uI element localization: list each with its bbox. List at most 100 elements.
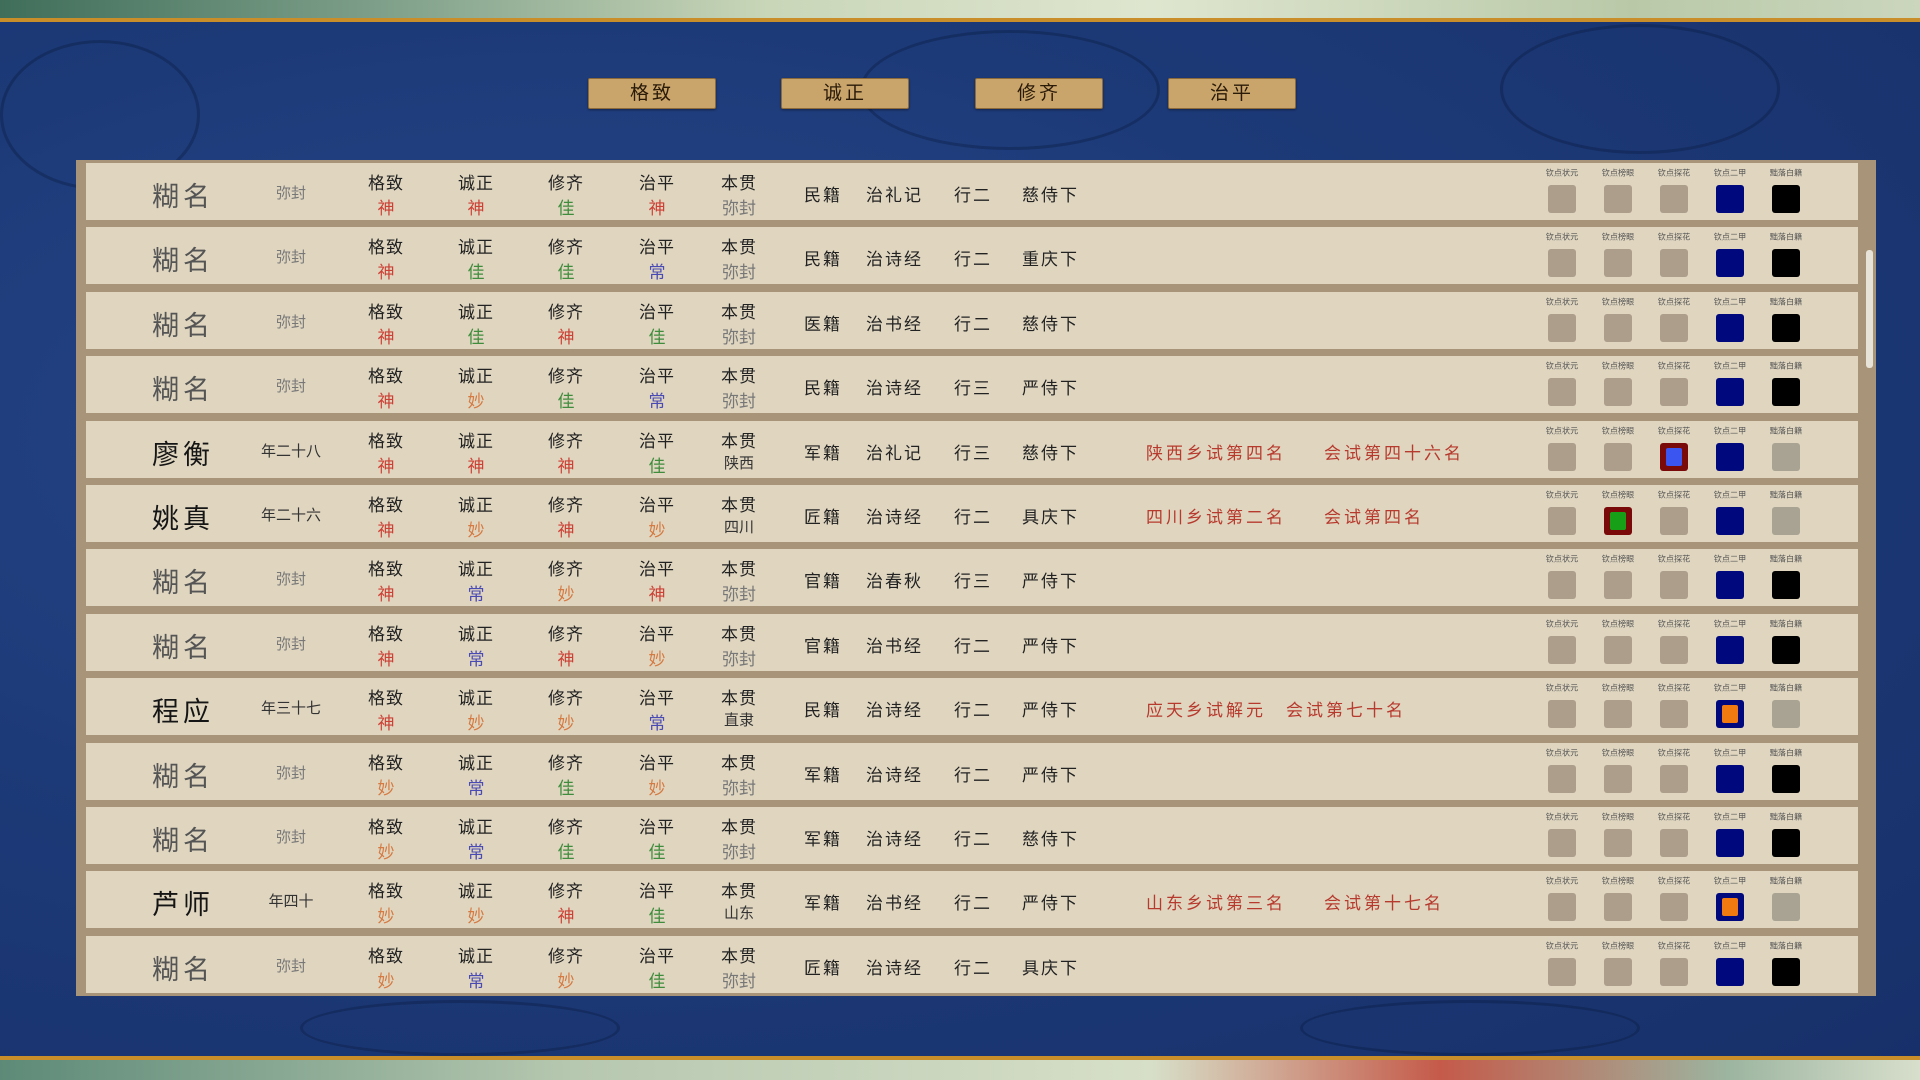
tab-zhiping[interactable]: 治平	[1168, 78, 1296, 109]
rank-label: 钦点二甲	[1713, 555, 1747, 565]
candidate-row[interactable]: 芦师 年四十 格致妙 诚正妙 修齐神 治平佳 本贯 山东 军籍 治书经 行二 严侍下 山东乡试第三名 会试…	[86, 871, 1858, 929]
rank-select-button[interactable]	[1604, 249, 1632, 278]
rank-label: 钦点状元	[1545, 748, 1579, 758]
origin-value: 弥封	[722, 778, 756, 799]
rank-select-button[interactable]	[1716, 571, 1744, 600]
attr-grade-chengzheng: 佳	[467, 327, 485, 348]
rank-select-button[interactable]	[1604, 185, 1632, 213]
rank-label: 钦点榜眼	[1601, 555, 1635, 565]
rank-select-button[interactable]	[1548, 571, 1576, 600]
rank-select-button[interactable]	[1772, 829, 1800, 857]
rank-select-button[interactable]	[1772, 700, 1800, 729]
rank-select-button[interactable]	[1548, 442, 1576, 471]
rank-select-button[interactable]	[1716, 378, 1744, 407]
rank-select-button[interactable]	[1548, 700, 1576, 729]
rank-select-button[interactable]	[1548, 378, 1576, 407]
rank-select-button[interactable]	[1548, 313, 1576, 342]
candidate-row[interactable]: 糊名 弥封 格致妙诚正常修齐佳治平佳本贯 弥封 军籍 治诗经 行二 慈侍下 钦点状元 钦点榜眼 钦点…	[86, 807, 1858, 864]
rank-select-button[interactable]	[1660, 442, 1688, 471]
candidate-row[interactable]: 糊名 弥封 格致神诚正常修齐妙治平神本贯 弥封 官籍 治春秋 行三 严侍下 钦点状元 钦点榜眼 钦点…	[86, 549, 1858, 607]
rank-select-button[interactable]	[1772, 635, 1800, 664]
rank-select-button[interactable]	[1660, 185, 1688, 213]
rank-select-button[interactable]	[1660, 313, 1688, 342]
rank-select-button[interactable]	[1660, 893, 1688, 922]
rank-select-button[interactable]	[1716, 507, 1744, 535]
rank-select-button[interactable]	[1548, 185, 1576, 213]
rank-select-button[interactable]	[1660, 571, 1688, 600]
rank-select-button[interactable]	[1772, 185, 1800, 213]
rank-select-button[interactable]	[1604, 571, 1632, 600]
tab-gezhi[interactable]: 格致	[588, 78, 716, 109]
rank-select-button[interactable]	[1604, 957, 1632, 986]
rank-select-button[interactable]	[1716, 700, 1744, 729]
rank-label: 黜落白籍	[1769, 555, 1803, 565]
candidate-row[interactable]: 糊名 弥封 格致神诚正佳修齐神治平佳本贯 弥封 医籍 治书经 行二 慈侍下 钦点状元 钦点榜眼 钦点…	[86, 291, 1858, 349]
rank-select-button[interactable]	[1604, 313, 1632, 342]
rank-select-button[interactable]	[1772, 313, 1800, 342]
rank-select-button[interactable]	[1660, 249, 1688, 278]
bottom-gold-line	[0, 1056, 1920, 1060]
rank-select-button[interactable]	[1604, 442, 1632, 471]
rank-select-button[interactable]	[1772, 507, 1800, 535]
rank-select-button[interactable]	[1660, 700, 1688, 729]
rank-select-button[interactable]	[1716, 185, 1744, 213]
candidate-row[interactable]: 糊名 弥封 格致妙诚正常修齐佳治平妙本贯 弥封 军籍 治诗经 行二 严侍下 钦点状元 钦点榜眼 钦点…	[86, 742, 1858, 800]
rank-select-button[interactable]	[1772, 893, 1800, 922]
rank-select-button[interactable]	[1548, 635, 1576, 664]
rank-select-button[interactable]	[1772, 957, 1800, 986]
candidate-row[interactable]: 糊名 弥封 格致神诚正常修齐神治平妙本贯 弥封 官籍 治书经 行二 严侍下 钦点状元 钦点榜眼 钦点…	[86, 613, 1858, 671]
rank-label: 钦点探花	[1657, 877, 1691, 887]
rank-select-button[interactable]	[1604, 764, 1632, 793]
rank-select-button[interactable]	[1660, 957, 1688, 986]
rank-select-button[interactable]	[1716, 829, 1744, 857]
rank-select-button[interactable]	[1604, 893, 1632, 922]
rank-select-button[interactable]	[1716, 635, 1744, 664]
rank-select-button[interactable]	[1548, 829, 1576, 857]
rank-select-button[interactable]	[1660, 764, 1688, 793]
attr-grade-gezhi: 神	[377, 521, 395, 541]
rank-select-button[interactable]	[1772, 378, 1800, 407]
candidate-row[interactable]: 糊名 弥封 格致神诚正妙修齐佳治平常本贯 弥封 民籍 治诗经 行三 严侍下 钦点状元 钦点榜眼 钦点…	[86, 356, 1858, 414]
rank-select-button[interactable]	[1548, 507, 1576, 535]
rank-select-button[interactable]	[1548, 764, 1576, 793]
rank-select-button[interactable]	[1604, 378, 1632, 407]
rank-select-button[interactable]	[1716, 893, 1744, 922]
rank-select-button[interactable]	[1604, 829, 1632, 857]
household-registry: 民籍	[804, 186, 842, 206]
rank-select-button[interactable]	[1772, 442, 1800, 471]
rank-select-button[interactable]	[1772, 249, 1800, 278]
rank-select-button[interactable]	[1548, 249, 1576, 278]
rank-select-button[interactable]	[1604, 700, 1632, 729]
rank-select-button[interactable]	[1716, 249, 1744, 278]
attr-label-xiuqi: 修齐	[548, 238, 584, 259]
rank-select-button[interactable]	[1548, 957, 1576, 986]
attr-label-xiuqi: 修齐	[548, 753, 584, 774]
rank-select-button[interactable]	[1660, 635, 1688, 664]
tab-chengzheng[interactable]: 诚正	[781, 78, 909, 109]
candidate-row[interactable]: 糊名 弥封 格致神诚正佳修齐佳治平常本贯 弥封 民籍 治诗经 行二 重庆下 钦点状元 钦点榜眼 钦点…	[86, 227, 1858, 285]
rank-select-button[interactable]	[1604, 507, 1632, 535]
rank-select-button[interactable]	[1716, 957, 1744, 986]
attr-grade-chengzheng: 佳	[467, 263, 485, 284]
candidate-row[interactable]: 姚真 年二十六 格致神 诚正妙 修齐神 治平妙 本贯 四川 匠籍 治诗经 行二 具庆下 四川乡试第二名 会…	[86, 485, 1858, 542]
rank-select-button[interactable]	[1772, 764, 1800, 793]
rank-select-button[interactable]	[1716, 764, 1744, 793]
scrollbar[interactable]	[1866, 250, 1873, 368]
candidate-row[interactable]: 廖衡 年二十八 格致神 诚正神 修齐神 治平佳 本贯 陕西 军籍 治礼记 行三 慈侍下 陕西乡试第四名 会…	[86, 420, 1858, 478]
rank-select-button[interactable]	[1716, 313, 1744, 342]
tab-xiuqi[interactable]: 修齐	[975, 78, 1103, 109]
rank-select-button[interactable]	[1604, 635, 1632, 664]
rank-select-button[interactable]	[1660, 829, 1688, 857]
candidate-row[interactable]: 糊名 弥封 格致神诚正神修齐佳治平神本贯 弥封 民籍 治礼记 行二 慈侍下 钦点状元 钦点榜眼 钦点…	[86, 163, 1858, 220]
rank-select-button[interactable]	[1548, 893, 1576, 922]
rank-select-button[interactable]	[1716, 442, 1744, 471]
candidate-row[interactable]: 程应 年三十七 格致神 诚正妙 修齐妙 治平常 本贯 直隶 民籍 治诗经 行二 严侍下 应天乡试解元 会试…	[86, 678, 1858, 736]
rank-select-button[interactable]	[1660, 378, 1688, 407]
rank-select-button[interactable]	[1772, 571, 1800, 600]
family-status: 严侍下	[1022, 379, 1079, 400]
attr-grade-zhiping: 神	[648, 585, 666, 606]
attr-grade-gezhi: 妙	[377, 971, 395, 992]
rank-select-button[interactable]	[1660, 507, 1688, 535]
origin-value: 弥封	[722, 585, 756, 606]
candidate-row[interactable]: 糊名 弥封 格致妙诚正常修齐妙治平佳本贯 弥封 匠籍 治诗经 行二 具庆下 钦点状元 钦点榜眼 钦点…	[86, 935, 1858, 993]
